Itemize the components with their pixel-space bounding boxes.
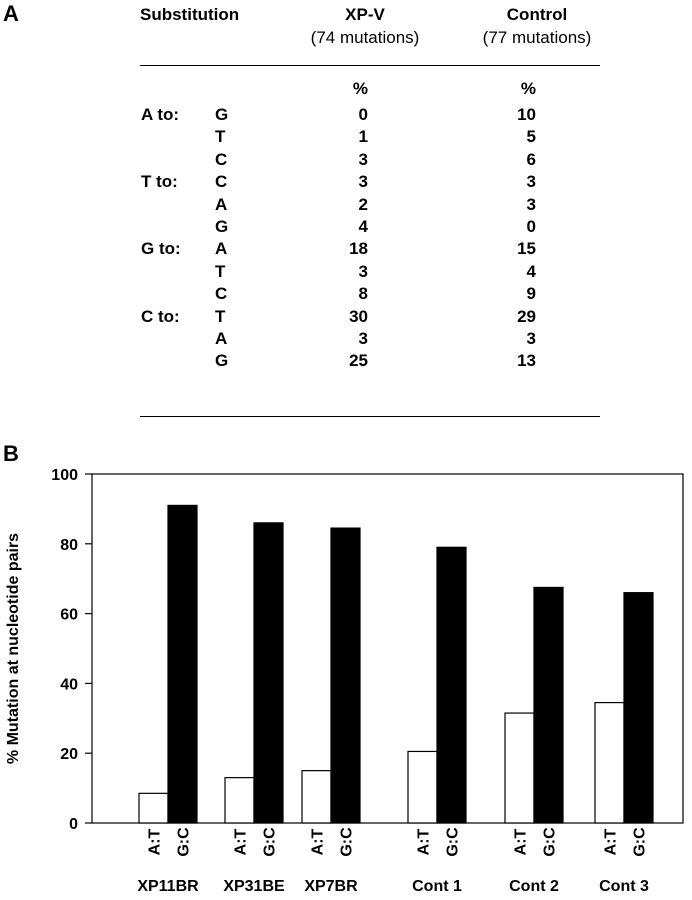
bar-gc bbox=[623, 592, 654, 824]
header-control: Control (77 mutations) bbox=[452, 3, 622, 49]
bar-at bbox=[504, 712, 535, 824]
row-to-base: T bbox=[215, 261, 226, 281]
row-to-base: T bbox=[215, 127, 226, 147]
x-category-label: Cont 2 bbox=[509, 878, 559, 895]
bar-gc bbox=[436, 546, 467, 824]
unit-xpv: % bbox=[352, 79, 368, 98]
bar-pair-label: A:T bbox=[233, 828, 250, 855]
bar-pair-label: G:C bbox=[445, 827, 462, 857]
row-to-base: G bbox=[215, 217, 229, 236]
x-category-label: Cont 3 bbox=[599, 878, 649, 895]
row-control-percent: 13 bbox=[517, 351, 536, 371]
row-control-percent: 4 bbox=[526, 261, 536, 281]
y-tick-label: 80 bbox=[60, 537, 78, 554]
bar-pair-label: A:T bbox=[416, 828, 433, 855]
bar-pair-label: A:T bbox=[513, 828, 530, 855]
panel-b-letter: B bbox=[3, 441, 19, 466]
y-axis-label: % Mutation at nucleotide pairs bbox=[5, 533, 22, 764]
panel-a-letter: A bbox=[3, 1, 19, 26]
bar-at bbox=[301, 770, 332, 824]
row-to-base: A bbox=[215, 329, 228, 348]
bar-gc bbox=[330, 527, 361, 824]
bar-pair-label: G:C bbox=[176, 827, 193, 857]
row-xpv-percent: 18 bbox=[349, 239, 368, 259]
row-control-percent: 9 bbox=[526, 284, 536, 304]
y-tick-label: 60 bbox=[60, 607, 78, 624]
row-from-base: T to: bbox=[141, 172, 178, 192]
row-control-percent: 15 bbox=[517, 239, 536, 259]
bar-pair-label: G:C bbox=[632, 827, 649, 857]
row-control-percent: 3 bbox=[526, 194, 536, 214]
x-category-label: Cont 1 bbox=[412, 878, 462, 895]
y-tick-label: 20 bbox=[60, 746, 78, 763]
row-to-base: G bbox=[215, 351, 229, 371]
row-to-base: A bbox=[215, 239, 228, 259]
y-tick-label: 100 bbox=[51, 467, 78, 484]
x-category-label: XP31BE bbox=[223, 878, 285, 895]
row-to-base: A bbox=[215, 194, 228, 214]
y-tick-label: 0 bbox=[69, 816, 78, 833]
bar-pair-label: A:T bbox=[310, 828, 327, 855]
bar-gc bbox=[253, 522, 284, 824]
row-control-percent: 10 bbox=[517, 105, 536, 124]
row-xpv-percent: 8 bbox=[358, 284, 368, 304]
table-top-rule bbox=[140, 65, 600, 66]
unit-control: % bbox=[520, 79, 536, 98]
row-xpv-percent: 3 bbox=[358, 172, 368, 192]
row-control-percent: 29 bbox=[517, 306, 536, 326]
row-control-percent: 5 bbox=[526, 127, 536, 147]
row-control-percent: 0 bbox=[526, 217, 536, 236]
row-from-base: C to: bbox=[141, 306, 180, 326]
row-xpv-percent: 2 bbox=[358, 194, 368, 214]
bar-gc bbox=[167, 504, 198, 824]
row-xpv-percent: 3 bbox=[358, 329, 368, 348]
row-to-base: C bbox=[215, 284, 228, 304]
bar-at bbox=[138, 792, 169, 824]
x-category-label: XP11BR bbox=[137, 878, 199, 895]
bar-gc bbox=[533, 586, 564, 824]
header-substitution: Substitution bbox=[140, 5, 240, 24]
bar-pair-label: G:C bbox=[542, 827, 559, 857]
header-xpv-name: XP-V bbox=[345, 5, 385, 24]
table-bottom-rule bbox=[140, 416, 600, 417]
row-control-percent: 6 bbox=[526, 149, 536, 169]
row-control-percent: 3 bbox=[526, 329, 536, 348]
row-xpv-percent: 3 bbox=[358, 261, 368, 281]
row-xpv-percent: 30 bbox=[349, 306, 368, 326]
y-tick-label: 40 bbox=[60, 676, 78, 693]
row-to-base: C bbox=[215, 172, 228, 192]
bar-pair-label: A:T bbox=[603, 828, 620, 855]
row-to-base: T bbox=[215, 306, 226, 326]
row-xpv-percent: 0 bbox=[358, 105, 368, 124]
row-control-percent: 3 bbox=[526, 172, 536, 192]
bar-pair-label: G:C bbox=[262, 827, 279, 857]
header-control-count: (77 mutations) bbox=[482, 28, 592, 47]
header-control-name: Control bbox=[506, 5, 568, 24]
row-to-base: G bbox=[215, 105, 229, 124]
row-from-base: A to: bbox=[141, 105, 180, 124]
header-xpv-count: (74 mutations) bbox=[310, 28, 420, 47]
bar-at bbox=[407, 750, 438, 824]
bar-pair-label: G:C bbox=[339, 827, 356, 857]
x-category-label: XP7BR bbox=[304, 878, 358, 895]
row-from-base: G to: bbox=[141, 239, 181, 259]
row-xpv-percent: 4 bbox=[358, 217, 368, 236]
bar-at bbox=[224, 777, 255, 824]
row-xpv-percent: 1 bbox=[358, 127, 368, 147]
header-xpv: XP-V (74 mutations) bbox=[280, 3, 450, 49]
row-xpv-percent: 25 bbox=[349, 351, 368, 371]
bar-pair-label: A:T bbox=[147, 828, 164, 855]
plot-frame bbox=[91, 473, 684, 824]
row-xpv-percent: 3 bbox=[358, 149, 368, 169]
bar-at bbox=[594, 701, 625, 824]
row-to-base: C bbox=[215, 149, 228, 169]
